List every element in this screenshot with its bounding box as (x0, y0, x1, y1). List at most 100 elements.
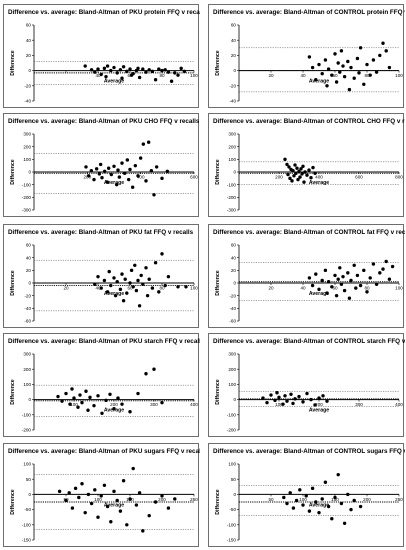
y-axis-label: Difference (215, 270, 221, 295)
data-point (293, 163, 297, 167)
data-point (115, 280, 119, 284)
data-point (182, 69, 187, 74)
data-point (283, 394, 287, 398)
chart-panel-3: Difference vs. average: Bland-Altman of … (3, 113, 200, 217)
data-point (112, 489, 116, 494)
y-tick-label: 40 (231, 38, 237, 43)
data-point (109, 68, 113, 73)
data-point (105, 180, 110, 184)
x-tick-label: 400 (395, 402, 403, 407)
data-point (285, 399, 289, 403)
data-point (129, 268, 134, 273)
data-point (368, 73, 372, 77)
y-tick-label: 200 (228, 367, 236, 372)
x-tick-label: 300 (355, 402, 363, 407)
x-tick-label: 40 (95, 286, 101, 291)
data-point (173, 71, 177, 75)
data-point (289, 392, 293, 396)
data-point (86, 174, 91, 178)
data-point (84, 165, 88, 169)
data-point (114, 182, 119, 187)
data-point (150, 69, 155, 74)
data-point (342, 288, 347, 293)
x-axis-label: Average (104, 502, 124, 508)
data-point (296, 177, 300, 182)
data-point (301, 400, 305, 404)
data-point (152, 367, 156, 371)
data-point (165, 169, 170, 174)
data-point (365, 290, 369, 294)
chart-title: Difference vs. average: Bland-Altman of … (8, 229, 194, 236)
data-point (64, 391, 68, 396)
data-point (128, 167, 132, 172)
data-point (166, 506, 171, 510)
x-tick-label: 100 (395, 286, 403, 291)
data-point (323, 58, 328, 62)
chart-panel-2: Difference vs. average: Bland-Altman of … (208, 4, 405, 108)
y-tick-label: 50 (231, 477, 237, 482)
y-tick-label: 100 (23, 382, 31, 387)
data-point (154, 165, 159, 169)
data-point (287, 165, 291, 169)
data-point (320, 71, 324, 76)
y-tick-label: 300 (228, 132, 236, 137)
x-tick-label: 100 (190, 286, 198, 291)
data-point (362, 268, 366, 273)
data-point (149, 169, 154, 173)
bland-altman-plot: Difference vs. average: Bland-Altman of … (8, 338, 200, 433)
data-point (314, 272, 318, 276)
data-point (341, 64, 345, 68)
data-point (275, 391, 279, 395)
data-point (323, 268, 328, 273)
data-point (384, 259, 388, 264)
data-point (96, 274, 100, 279)
data-point (56, 394, 60, 399)
data-point (92, 403, 96, 408)
x-tick-label: 20 (268, 286, 274, 291)
y-tick-label: 0 (28, 492, 31, 497)
data-point (147, 68, 151, 72)
bland-altman-plot: Difference vs. average: Bland-Altman of … (213, 9, 405, 104)
data-point (317, 510, 321, 515)
y-tick-label: -200 (227, 428, 237, 433)
data-point (349, 278, 353, 283)
data-point (314, 78, 318, 82)
data-point (302, 180, 306, 184)
data-point (304, 494, 308, 498)
y-tick-label: -200 (22, 428, 32, 433)
data-point (86, 408, 90, 412)
data-point (84, 389, 88, 393)
data-point (378, 53, 382, 58)
y-tick-label: -150 (22, 538, 32, 543)
data-point (83, 64, 87, 68)
y-tick-label: 100 (228, 382, 236, 387)
x-axis-label: Average (309, 408, 329, 414)
data-point (325, 399, 329, 403)
data-point (291, 169, 295, 173)
y-tick-label: -40 (24, 99, 31, 104)
data-point (128, 410, 132, 414)
x-tick-label: 200 (110, 402, 118, 407)
x-tick-label: 250 (395, 497, 403, 502)
data-point (378, 271, 382, 275)
data-point (130, 185, 135, 189)
x-tick-label: 400 (137, 175, 145, 180)
x-axis-label: Average (104, 79, 124, 85)
data-point (301, 503, 305, 507)
data-point (285, 162, 289, 167)
y-tick-label: -40 (24, 306, 31, 311)
data-point (288, 176, 292, 181)
data-point (336, 277, 340, 281)
y-axis-label: Difference (10, 379, 16, 404)
data-point (338, 266, 342, 270)
y-axis-label: Difference (215, 159, 221, 184)
y-axis-label: Difference (10, 159, 16, 184)
data-point (120, 76, 124, 80)
data-point (136, 174, 140, 178)
data-point (160, 252, 164, 256)
data-point (157, 67, 161, 71)
bland-altman-plot: Difference vs. average: Bland-Altman of … (8, 118, 200, 213)
data-point (273, 398, 277, 403)
data-point (160, 68, 164, 73)
data-point (131, 466, 135, 471)
